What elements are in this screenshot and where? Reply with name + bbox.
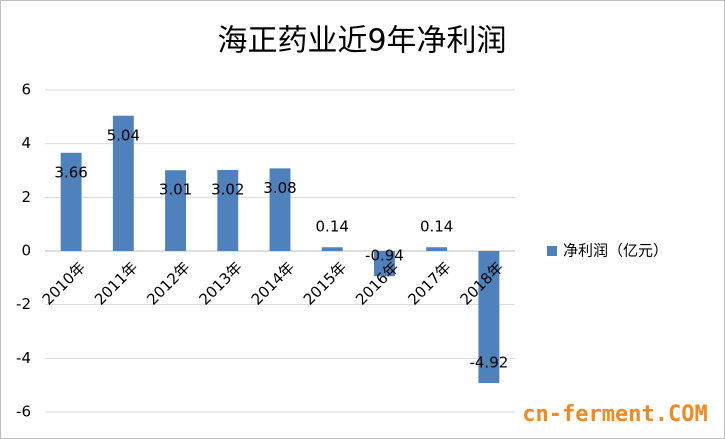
bar [426, 247, 448, 251]
data-label: 3.66 [54, 163, 87, 181]
data-label: -4.92 [469, 354, 508, 372]
data-label: 5.04 [107, 126, 140, 144]
chart-title: 海正药业近9年净利润 [217, 24, 506, 59]
bar [60, 152, 82, 251]
legend-swatch [547, 246, 557, 256]
y-tick-label: -4 [16, 349, 31, 367]
y-tick-label: 2 [21, 188, 31, 206]
data-label: 0.14 [420, 218, 453, 236]
watermark: cn-ferment.COM [522, 402, 707, 427]
data-label: 3.02 [211, 180, 244, 198]
y-tick-label: -2 [16, 295, 31, 313]
bar [478, 251, 500, 384]
bar [374, 251, 395, 277]
bar [269, 168, 291, 251]
data-label: -0.94 [365, 247, 404, 265]
bar [217, 169, 239, 251]
data-label: 3.01 [159, 181, 192, 199]
bar [112, 115, 134, 251]
y-tick-label: 6 [21, 81, 31, 99]
y-tick-label: 4 [21, 134, 31, 152]
legend-label: 净利润（亿元） [563, 242, 668, 260]
y-tick-label: 0 [21, 242, 31, 260]
bar [321, 247, 343, 251]
data-label: 0.14 [316, 218, 349, 236]
data-label: 3.08 [263, 179, 296, 197]
bar [165, 170, 186, 251]
y-tick-label: -6 [16, 403, 31, 421]
